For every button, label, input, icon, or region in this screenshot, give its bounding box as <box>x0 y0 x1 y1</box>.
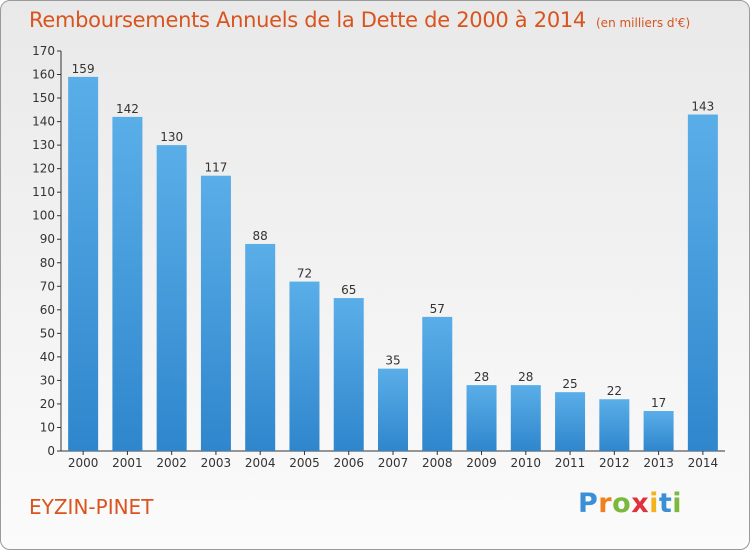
bar <box>333 298 364 451</box>
logo-letter: r <box>598 488 613 519</box>
bar <box>289 281 320 451</box>
bar-value-label: 130 <box>160 130 183 144</box>
chart-title: Remboursements Annuels de la Dette de 20… <box>29 8 690 32</box>
y-tick-label: 140 <box>32 115 55 129</box>
x-tick-label: 2012 <box>599 456 630 470</box>
x-tick-label: 2005 <box>289 456 320 470</box>
logo-letter: o <box>612 488 632 519</box>
x-tick-label: 2007 <box>378 456 409 470</box>
chart-title-main: Remboursements Annuels de la Dette de 20… <box>29 8 586 32</box>
x-tick-label: 2009 <box>466 456 497 470</box>
x-tick-label: 2000 <box>68 456 99 470</box>
x-tick-label: 2010 <box>511 456 542 470</box>
y-tick-label: 50 <box>40 326 55 340</box>
x-tick-label: 2014 <box>688 456 719 470</box>
y-tick-label: 100 <box>32 209 55 223</box>
y-tick-label: 60 <box>40 303 55 317</box>
logo-letter: t <box>658 488 673 519</box>
bar <box>245 243 276 451</box>
bar <box>466 385 497 451</box>
bar <box>422 316 453 451</box>
x-tick-label: 2002 <box>156 456 187 470</box>
bar-value-label: 57 <box>430 302 445 316</box>
y-tick-label: 0 <box>47 444 55 458</box>
y-tick-label: 160 <box>32 68 55 82</box>
bar-value-label: 22 <box>607 384 622 398</box>
bar-value-label: 35 <box>385 354 400 368</box>
y-tick-label: 40 <box>40 350 55 364</box>
logo-letter: P <box>578 488 599 519</box>
bar-value-label: 25 <box>562 377 577 391</box>
bar-value-label: 28 <box>474 370 489 384</box>
x-tick-label: 2006 <box>333 456 364 470</box>
bar <box>378 368 408 451</box>
x-tick-label: 2008 <box>422 456 453 470</box>
x-tick-label: 2013 <box>643 456 674 470</box>
bar <box>510 385 541 451</box>
bar-value-label: 159 <box>72 62 95 76</box>
y-tick-label: 120 <box>32 162 55 176</box>
y-tick-label: 170 <box>32 44 55 58</box>
bar <box>555 392 586 451</box>
bar-value-label: 72 <box>297 267 312 281</box>
bar-value-label: 117 <box>204 161 227 175</box>
bar-value-label: 17 <box>651 396 666 410</box>
bar <box>643 411 674 451</box>
proxiti-logo: Proxiti <box>578 488 682 519</box>
bar <box>200 175 231 452</box>
bar-value-label: 143 <box>691 100 714 114</box>
commune-name: EYZIN-PINET <box>29 495 154 519</box>
y-tick-label: 130 <box>32 138 55 152</box>
bar <box>68 76 99 451</box>
x-tick-label: 2003 <box>201 456 232 470</box>
bar-value-label: 142 <box>116 102 139 116</box>
chart-title-unit: (en milliers d'€) <box>596 16 691 30</box>
y-tick-label: 10 <box>40 420 55 434</box>
logo-letter: x <box>631 488 650 519</box>
bar-value-label: 65 <box>341 283 356 297</box>
y-tick-label: 70 <box>40 279 55 293</box>
y-tick-label: 80 <box>40 256 55 270</box>
bar <box>599 399 630 451</box>
bar-value-label: 88 <box>253 229 268 243</box>
x-tick-label: 2001 <box>112 456 143 470</box>
bar <box>687 114 718 451</box>
bar-value-label: 28 <box>518 370 533 384</box>
y-tick-label: 150 <box>32 91 55 105</box>
logo-letter: i <box>672 488 683 519</box>
x-tick-label: 2011 <box>555 456 586 470</box>
y-tick-label: 90 <box>40 232 55 246</box>
y-tick-label: 20 <box>40 397 55 411</box>
bar <box>112 116 143 451</box>
x-tick-label: 2004 <box>245 456 276 470</box>
y-tick-label: 30 <box>40 373 55 387</box>
logo-letter: i <box>649 488 659 519</box>
bar <box>156 145 187 451</box>
y-tick-label: 110 <box>32 185 55 199</box>
